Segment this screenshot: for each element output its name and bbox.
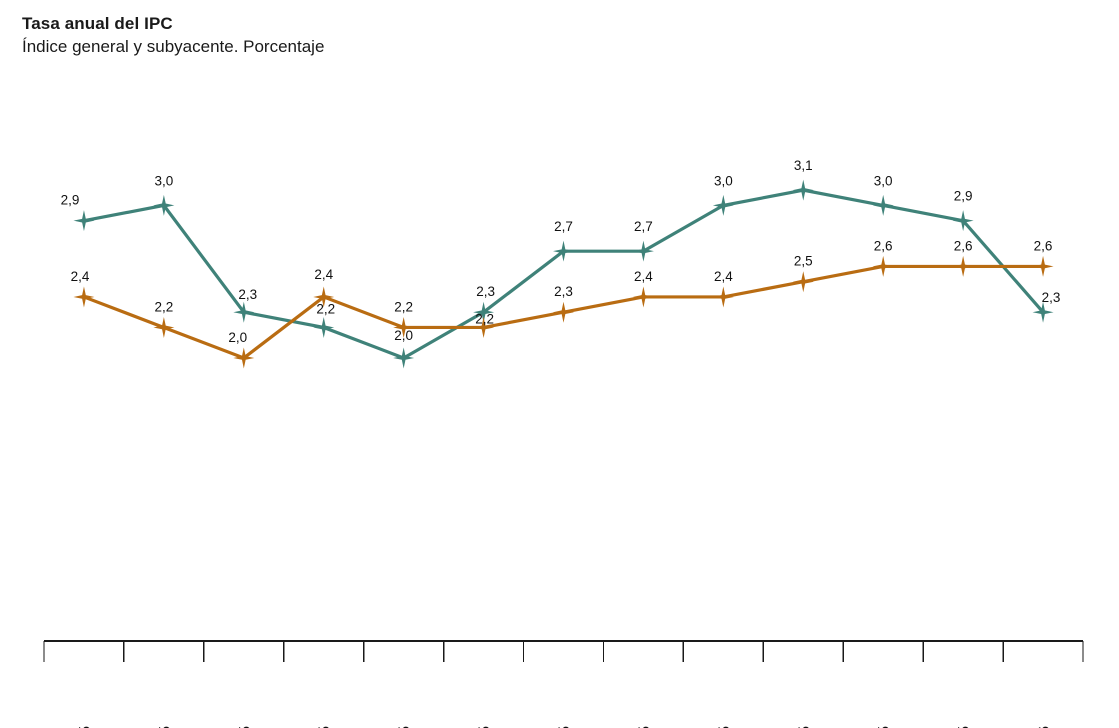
data-point-marker (313, 316, 335, 338)
title-block: Tasa anual del IPC Índice general y suby… (22, 12, 722, 59)
x-axis-label-mar-25: mar-25 (237, 726, 254, 728)
data-point-label: 2,2 (316, 301, 335, 316)
data-point-label: 2,2 (475, 311, 494, 326)
x-axis-tick-labels: ene-25 feb-25 mar-25 abr-25 may-25 jun-25 jul-… (77, 726, 1053, 728)
x-axis-label-ene-25: ene-25 (77, 726, 94, 728)
series-general (73, 179, 1054, 369)
data-point-marker (553, 301, 574, 323)
data-point-label: 2,6 (954, 238, 973, 253)
data-point-label: 2,4 (314, 267, 333, 282)
data-point-label: 2,3 (1042, 290, 1061, 305)
data-point-label: 2,6 (1034, 238, 1053, 253)
data-point-marker (712, 286, 734, 308)
data-point-marker (393, 347, 415, 369)
data-point-label: 3,0 (714, 173, 733, 188)
data-point-label: 2,3 (476, 284, 495, 299)
x-axis (43, 640, 1084, 662)
data-point-marker (73, 210, 95, 232)
data-point-label: 3,0 (154, 173, 173, 188)
data-point-label: 2,7 (634, 219, 653, 234)
x-axis-label-jul-25: jul-25 (557, 726, 574, 728)
data-point-marker (393, 316, 415, 338)
data-point-label: 2,3 (554, 284, 573, 299)
x-axis-label-may-25: may-25 (397, 726, 414, 728)
data-point-marker (73, 286, 95, 308)
data-point-marker (632, 286, 654, 308)
data-point-label: 2,7 (554, 219, 573, 234)
data-point-marker (872, 194, 894, 216)
data-point-marker (233, 301, 255, 323)
data-point-label: 2,0 (394, 328, 413, 343)
data-point-label: 2,4 (71, 269, 90, 284)
data-point-label: 2,6 (874, 238, 893, 253)
x-axis-label-ago-25: ago-25 (636, 726, 653, 728)
data-point-marker (712, 194, 734, 216)
x-axis-label-nov-25: nov-25 (876, 726, 893, 728)
x-axis-label-abr-25: abr-25 (317, 726, 334, 728)
data-labels-layer: 2,9 3,0 2,3 2,2 2,0 2,3 2,7 2,7 3,0 3,1 3,0 2,9 2,3 2… (61, 158, 1061, 345)
x-axis-label-jun-25: jun-25 (477, 726, 494, 728)
series-subyacente (73, 255, 1054, 369)
data-point-label: 2,9 (954, 189, 973, 204)
data-point-marker (1032, 255, 1054, 277)
page-title: Tasa anual del IPC (22, 14, 173, 33)
data-point-marker (872, 255, 894, 277)
data-point-marker (473, 301, 495, 323)
page-subtitle: Índice general y subyacente. Porcentaje (22, 37, 325, 56)
x-axis-label-oct-25: oct-25 (796, 726, 813, 728)
data-point-label: 2,2 (154, 299, 173, 314)
data-point-label: 3,0 (874, 173, 893, 188)
data-point-label: 2,9 (61, 193, 80, 208)
data-point-marker (153, 316, 175, 338)
data-point-marker (313, 286, 335, 308)
data-point-label: 2,4 (634, 269, 653, 284)
data-point-marker (952, 210, 974, 232)
data-point-marker (153, 194, 175, 216)
x-axis-label-ene-26: ene-26 (1036, 726, 1053, 728)
x-axis-label-feb-25: feb-25 (157, 726, 174, 728)
data-point-marker (792, 179, 814, 201)
data-point-marker (792, 271, 814, 293)
x-axis-label-sep-25: sep-25 (716, 726, 733, 728)
data-point-marker (233, 347, 255, 369)
data-point-label: 2,0 (228, 330, 247, 345)
data-point-marker (473, 316, 495, 338)
data-point-label: 2,3 (238, 287, 257, 302)
data-point-label: 2,5 (794, 254, 813, 269)
data-point-marker (952, 255, 974, 277)
data-point-label: 2,2 (394, 299, 413, 314)
series-layer (73, 179, 1054, 369)
data-point-marker (1032, 301, 1054, 323)
data-point-label: 3,1 (794, 158, 813, 173)
data-point-marker (632, 240, 654, 262)
data-point-marker (553, 240, 574, 262)
data-point-label: 2,4 (714, 269, 733, 284)
x-axis-label-dic-25: dic-25 (956, 726, 973, 728)
